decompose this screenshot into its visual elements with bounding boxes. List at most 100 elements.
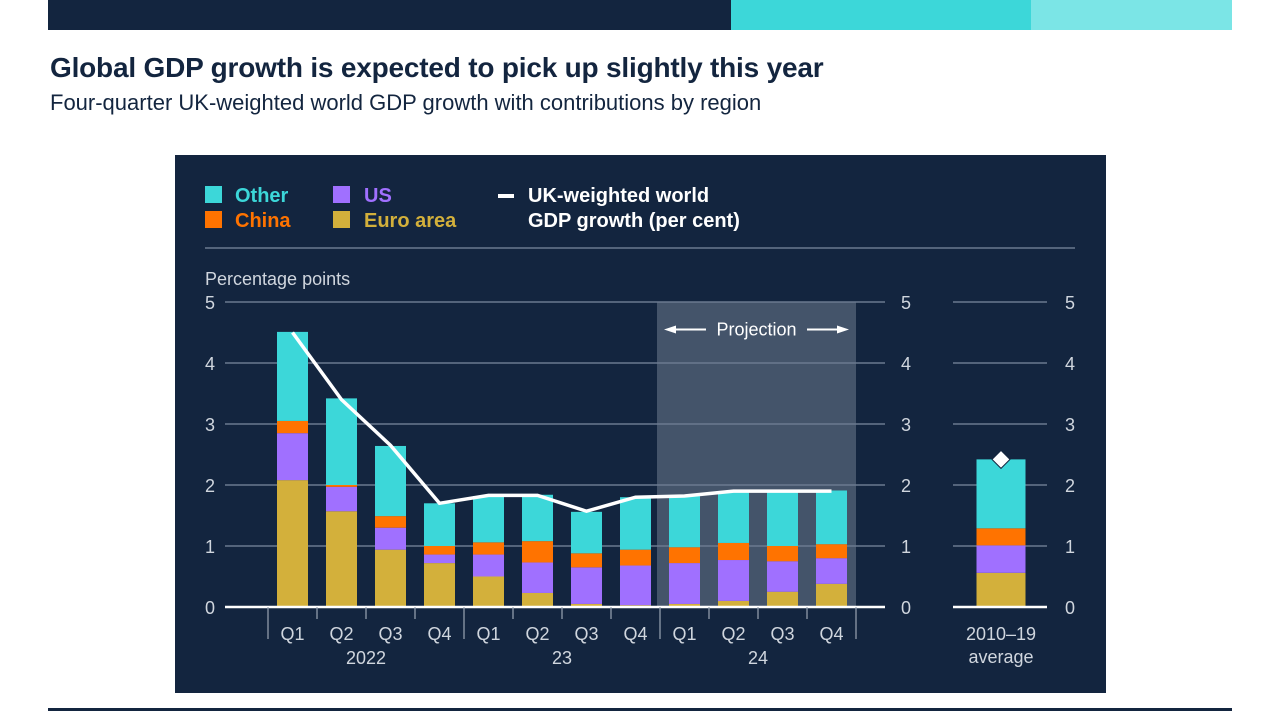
y-tick-label-right: 3 [901,415,911,435]
bar-segment-us [522,562,553,593]
bar-segment-us [816,558,847,584]
bar-segment-euro-area [718,600,749,607]
page-subtitle: Four-quarter UK-weighted world GDP growt… [50,90,762,115]
bar-segment-china [326,485,357,487]
x-year-label: 23 [552,648,572,668]
legend-label-other: Other [235,185,289,207]
bar-segment-us [326,486,357,512]
y-tick-label-left: 4 [205,354,215,374]
y-tick-label-right: 0 [901,598,911,618]
bar-segment-other [718,491,749,543]
bar-segment-other [424,503,455,546]
avg-label-line-2: average [968,647,1033,667]
x-tick-label: Q1 [280,624,304,644]
legend-swatch-euro-area [333,211,350,228]
y-tick-label-right: 5 [901,293,911,313]
bar-segment-euro-area [522,592,553,607]
x-tick-label: Q3 [378,624,402,644]
avg-y-tick-label: 4 [1065,354,1075,374]
bar-segment-other [473,495,504,543]
projection-arrowhead-right [837,325,849,334]
y-tick-label-left: 2 [205,476,215,496]
x-tick-label: Q3 [574,624,598,644]
avg-label-line-1: 2010–19 [966,624,1036,644]
bar-segment-euro-area [326,511,357,607]
page-title: Global GDP growth is expected to pick up… [50,52,824,83]
header-band-teal [731,0,1031,30]
bar-segment-other [669,495,700,548]
header-band-dark [48,0,731,30]
bar-segment-other [816,490,847,545]
avg-bar-segment-other [976,459,1026,529]
bar-segment-us [424,554,455,564]
legend-swatch-china [205,211,222,228]
x-tick-label: Q4 [623,624,647,644]
x-tick-label: Q2 [721,624,745,644]
x-tick-label: Q1 [476,624,500,644]
legend-swatch-other [205,186,222,203]
bar-segment-other [571,511,602,554]
legend-label-china: China [235,210,291,232]
bar-segment-us [669,563,700,604]
bar-segment-euro-area [473,576,504,607]
bar-segment-china [571,553,602,568]
legend-swatch-us [333,186,350,203]
bar-segment-other [767,491,798,546]
y-tick-label-left: 5 [205,293,215,313]
bar-segment-us [718,560,749,601]
bar-segment-euro-area [375,549,406,607]
bar-segment-us [473,554,504,577]
bar-segment-china [718,542,749,561]
x-tick-label: Q4 [819,624,843,644]
legend: Other China US Euro area UK-weighted wor… [205,185,740,232]
x-tick-label: Q2 [525,624,549,644]
bar-segment-other [326,398,357,485]
projection-label: Projection [716,319,796,339]
y-tick-label-left: 1 [205,537,215,557]
avg-growth-marker [991,449,1011,470]
bottom-rule [48,708,1232,711]
bar-segment-euro-area [767,591,798,607]
bar-segment-china [424,546,455,555]
x-tick-label: Q4 [427,624,451,644]
bar-segment-euro-area [669,603,700,607]
bar-segment-china [816,544,847,559]
legend-label-euro-area: Euro area [364,210,457,232]
bar-segment-euro-area [571,603,602,607]
x-year-label: 2022 [346,648,386,668]
bar-segment-china [620,549,651,566]
avg-y-tick-label: 2 [1065,476,1075,496]
y-tick-label-left: 3 [205,415,215,435]
y-tick-label-left: 0 [205,598,215,618]
bar-segment-china [767,546,798,562]
bar-segment-china [522,541,553,563]
y-tick-label-right: 4 [901,354,911,374]
bar-segment-us [620,565,651,606]
average-plot: 0 1 2 3 4 5 2010–19 average [953,293,1075,667]
bar-segment-us [571,567,602,604]
bar-segment-china [473,542,504,555]
x-tick-label: Q3 [770,624,794,644]
x-year-label: 24 [748,648,768,668]
projection-arrowhead-left [664,325,676,334]
x-tick-label: Q2 [329,624,353,644]
y-axis-label: Percentage points [205,269,350,289]
avg-bar-segment-china [976,528,1026,546]
bar-segment-us [277,433,308,481]
avg-y-tick-label: 0 [1065,598,1075,618]
chart-panel: Other China US Euro area UK-weighted wor… [175,155,1106,693]
legend-label-line-2: GDP growth (per cent) [528,210,740,232]
bar-segment-euro-area [816,583,847,607]
avg-bar-segment-euro-area [976,572,1026,607]
bar-segment-china [277,420,308,434]
legend-label-us: US [364,185,392,207]
avg-y-tick-label: 3 [1065,415,1075,435]
gdp-chart: Other China US Euro area UK-weighted wor… [205,185,1075,668]
avg-y-tick-label: 1 [1065,537,1075,557]
bar-segment-euro-area [424,563,455,607]
y-tick-label-right: 1 [901,537,911,557]
legend-label-line-1: UK-weighted world [528,185,709,207]
bar-segment-us [375,527,406,550]
bar-segment-china [669,547,700,564]
